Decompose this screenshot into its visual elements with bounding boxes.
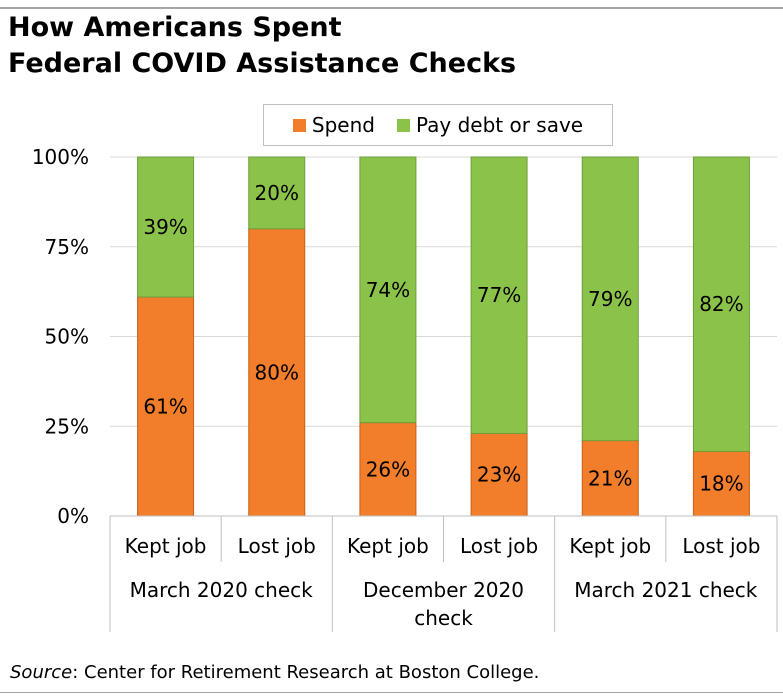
x-tick-label: Kept job — [347, 534, 429, 558]
source-note: Source: Center for Retirement Research a… — [10, 662, 539, 683]
group-label: March 2021 check — [574, 578, 758, 602]
legend-swatch-spend — [292, 118, 306, 132]
title-line-2: Federal COVID Assistance Checks — [8, 48, 517, 79]
bar-segment — [470, 156, 528, 434]
x-tick-label: Kept job — [125, 534, 207, 558]
group-label: December 2020 — [363, 578, 524, 602]
data-label: 82% — [699, 292, 743, 316]
title-line-1: How Americans Spent — [8, 12, 342, 43]
legend: Spend Pay debt or save — [263, 104, 613, 146]
data-label: 21% — [588, 466, 632, 490]
group-label: check — [414, 606, 473, 630]
bottom-rule — [0, 692, 783, 693]
chart-title: How Americans Spent Federal COVID Assist… — [8, 10, 516, 82]
top-rule — [0, 7, 783, 9]
y-tick-label: 100% — [32, 145, 89, 169]
data-label: 20% — [255, 181, 299, 205]
bar-segment — [581, 156, 639, 442]
data-label: 77% — [477, 283, 521, 307]
bar-segment — [359, 156, 417, 424]
legend-label-spend: Spend — [311, 113, 375, 137]
x-tick-label: Lost job — [682, 534, 760, 558]
legend-swatch-save — [396, 118, 410, 132]
bar-segment — [137, 156, 195, 298]
y-tick-label: 0% — [57, 504, 89, 528]
legend-label-save: Pay debt or save — [415, 113, 584, 137]
legend-item-spend: Spend — [292, 113, 375, 137]
data-label: 80% — [255, 360, 299, 384]
y-tick-label: 25% — [45, 414, 89, 438]
bar-segment — [248, 156, 306, 230]
data-label: 74% — [366, 278, 410, 302]
x-tick-label: Lost job — [238, 534, 316, 558]
y-tick-label: 75% — [45, 235, 89, 259]
data-label: 39% — [143, 215, 187, 239]
data-label: 26% — [366, 457, 410, 481]
data-label: 79% — [588, 287, 632, 311]
bar-segment — [692, 156, 750, 452]
bar-segment — [359, 422, 417, 517]
data-label: 61% — [143, 395, 187, 419]
bar-segment — [470, 432, 528, 517]
bar-segment — [581, 440, 639, 517]
legend-item-save: Pay debt or save — [396, 113, 584, 137]
x-tick-label: Kept job — [569, 534, 651, 558]
source-label: Source — [10, 662, 73, 683]
x-tick-label: Lost job — [460, 534, 538, 558]
stacked-bar-chart: 0% 25% 50% 75% 100% 61% 39% Kept job 80% 20% Lost … — [32, 145, 778, 632]
y-tick-label: 50% — [45, 325, 89, 349]
data-label: 18% — [699, 472, 743, 496]
data-label: 23% — [477, 463, 521, 487]
source-text: : Center for Retirement Research at Bost… — [72, 662, 540, 683]
group-label: March 2020 check — [130, 578, 314, 602]
